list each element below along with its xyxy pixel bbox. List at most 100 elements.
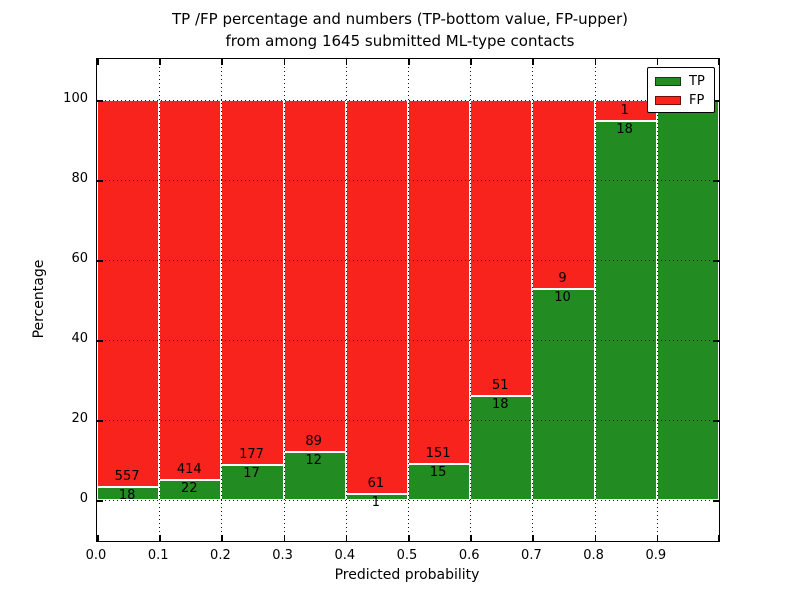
tp-count-label: 10	[554, 290, 571, 306]
bar-segment-fp	[97, 100, 160, 488]
v-gridline	[283, 59, 285, 541]
legend-label-tp: TP	[689, 73, 705, 89]
y-tick-mark-right	[713, 100, 719, 102]
v-gridline	[470, 59, 472, 541]
bar-segment-tp	[283, 452, 346, 500]
x-tick-label: 0.5	[396, 548, 418, 563]
y-tick-mark	[97, 340, 103, 342]
x-tick-mark	[345, 535, 348, 541]
v-gridline	[159, 59, 161, 541]
y-axis-label: Percentage	[31, 259, 47, 339]
v-gridline	[532, 59, 534, 541]
y-tick-mark-right	[713, 420, 719, 422]
bar-segment-fp	[345, 100, 408, 494]
tp-count-label: 18	[492, 396, 509, 412]
tp-count-label: 1	[371, 494, 381, 510]
y-tick-mark	[97, 500, 103, 502]
x-tick-mark	[283, 535, 286, 541]
tp-count-label: 15	[429, 464, 447, 480]
bar-segment-tp	[470, 395, 533, 500]
bar-segment-fp	[532, 100, 595, 290]
x-tick-mark	[532, 535, 534, 541]
x-tick-mark-top	[221, 59, 223, 65]
tp-count-label: 18	[118, 488, 136, 504]
y-tick-mark	[97, 180, 103, 182]
fp-count-label: 177	[239, 446, 264, 462]
y-tick-label: 40	[71, 331, 88, 346]
x-tick-mark	[594, 535, 597, 541]
tp-count-label: 17	[243, 465, 260, 481]
x-tick-label: 0.3	[272, 548, 293, 563]
fp-count-label: 51	[492, 377, 509, 393]
bar-segment-tp	[532, 289, 595, 500]
bar-segment-fp	[408, 100, 471, 464]
y-tick-label: 20	[71, 411, 88, 426]
y-tick-mark-right	[713, 340, 719, 342]
chart-title-line2: from among 1645 submitted ML-type contac…	[225, 32, 575, 50]
v-gridline	[656, 59, 658, 541]
bar-segment-tp	[408, 463, 471, 500]
y-tick-label: 100	[63, 91, 88, 106]
x-tick-label: 0.2	[210, 548, 231, 563]
fp-count-label: 414	[176, 461, 202, 477]
x-tick-mark-top	[283, 59, 286, 65]
bar-segment-tp	[594, 121, 657, 500]
y-tick-label: 60	[71, 251, 88, 266]
x-tick-mark-top	[532, 59, 534, 65]
y-tick-mark	[97, 260, 103, 262]
bar-segment-tp	[97, 487, 160, 500]
fp-count-label: 9	[558, 271, 567, 287]
v-gridline	[408, 59, 409, 541]
y-tick-mark	[97, 420, 103, 422]
x-tick-mark-top	[408, 59, 410, 65]
legend-item-fp: FP	[648, 91, 714, 110]
x-tick-label: 0.1	[147, 548, 169, 563]
x-tick-mark-top	[656, 59, 659, 65]
y-tick-mark-right	[713, 260, 719, 262]
tp-count-label: 18	[616, 122, 633, 138]
x-tick-label: 0.6	[458, 548, 480, 563]
x-tick-label: 0.7	[521, 548, 542, 563]
fp-count-label: 557	[114, 469, 140, 485]
bar-segment-fp	[283, 100, 346, 453]
x-tick-label: 0.0	[85, 548, 107, 563]
x-tick-mark	[159, 535, 161, 541]
fp-count-label: 61	[367, 475, 385, 491]
legend: TP FP	[647, 67, 715, 113]
x-tick-mark-top	[717, 59, 719, 65]
x-axis-label: Predicted probability	[334, 567, 480, 583]
x-tick-label: 0.9	[645, 548, 667, 563]
bar-segment-fp	[470, 100, 533, 396]
tp-count-label: 12	[305, 453, 322, 469]
plot-area	[96, 58, 720, 542]
y-tick-mark	[97, 100, 103, 102]
tp-count-label: 22	[181, 480, 198, 496]
x-tick-mark-top	[594, 59, 597, 65]
x-tick-mark-top	[159, 59, 161, 65]
bar-segment-fp	[159, 100, 222, 480]
x-tick-mark	[656, 535, 659, 541]
y-tick-mark-right	[713, 180, 719, 182]
v-gridline	[221, 59, 223, 541]
x-tick-label: 0.8	[583, 548, 604, 563]
v-gridline	[345, 59, 347, 541]
y-tick-mark-right	[713, 500, 719, 502]
fp-swatch-icon	[655, 96, 681, 105]
v-gridline	[594, 59, 596, 541]
chart-title: TP /FP percentage and numbers (TP-bottom…	[0, 8, 800, 52]
fp-count-label: 151	[425, 445, 451, 461]
y-tick-label: 0	[79, 491, 88, 506]
bar-segment-fp	[221, 100, 284, 465]
legend-label-fp: FP	[689, 92, 705, 108]
x-tick-mark-top	[470, 59, 472, 65]
x-tick-mark	[221, 535, 223, 541]
fp-count-label: 89	[305, 434, 322, 450]
x-tick-mark	[470, 535, 472, 541]
x-tick-mark	[717, 535, 719, 541]
x-tick-mark	[97, 535, 99, 541]
legend-item-tp: TP	[648, 72, 714, 91]
x-tick-label: 0.4	[334, 548, 356, 563]
x-tick-mark-top	[97, 59, 99, 65]
y-tick-label: 80	[71, 171, 88, 186]
